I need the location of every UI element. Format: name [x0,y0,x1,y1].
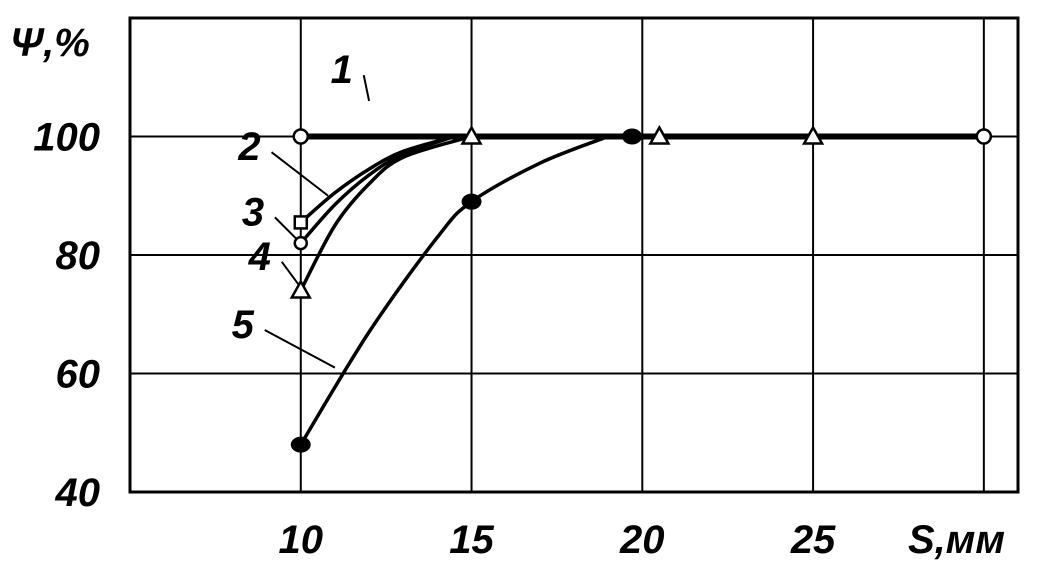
label-leader-lines [264,74,371,369]
grid-lines [130,18,1018,492]
leader-line-2 [270,151,329,197]
marker-open-circle [975,128,993,145]
x-tick-label: 25 [790,518,836,562]
curve-label-2: 2 [237,125,260,169]
series-lines [297,133,987,447]
curve-label-4: 4 [248,235,271,279]
marker-open-triangle [289,279,312,299]
data-markers [289,124,993,453]
x-tick-label: 15 [449,518,494,562]
x-tick-label: 20 [619,518,665,562]
series-line-5 [299,134,610,447]
curve-labels: 1 2 34 5 [232,48,353,347]
x-axis-label: S,мм [908,518,1005,562]
x-tick-label: 10 [279,518,324,562]
marker-open-circle [292,128,310,145]
y-tick-label: 60 [56,353,101,397]
marker-open-square [293,215,309,230]
leader-line-4 [280,261,302,289]
series-line-3 [299,134,457,245]
series-line-4 [299,134,474,293]
y-axis-label: Ψ,% [10,21,90,65]
curve-label-5: 5 [232,303,255,347]
y-tick-label: 40 [55,471,101,515]
series-line-2 [299,134,457,225]
marker-open-triangle [460,124,483,145]
marker-open-circle [293,235,309,251]
marker-open-triangle [648,124,671,145]
curve-label-3: 3 [242,190,264,234]
curve-label-1: 1 [331,48,353,92]
plot-frame [128,16,1020,494]
y-tick-label: 100 [33,116,100,160]
marker-filled-circle [290,436,311,453]
marker-filled-circle [461,193,482,210]
marker-open-triangle [801,124,825,145]
marker-filled-circle [622,128,643,145]
y-tick-label: 80 [56,234,101,278]
leader-line-1 [362,74,371,102]
leader-line-5 [264,329,336,369]
